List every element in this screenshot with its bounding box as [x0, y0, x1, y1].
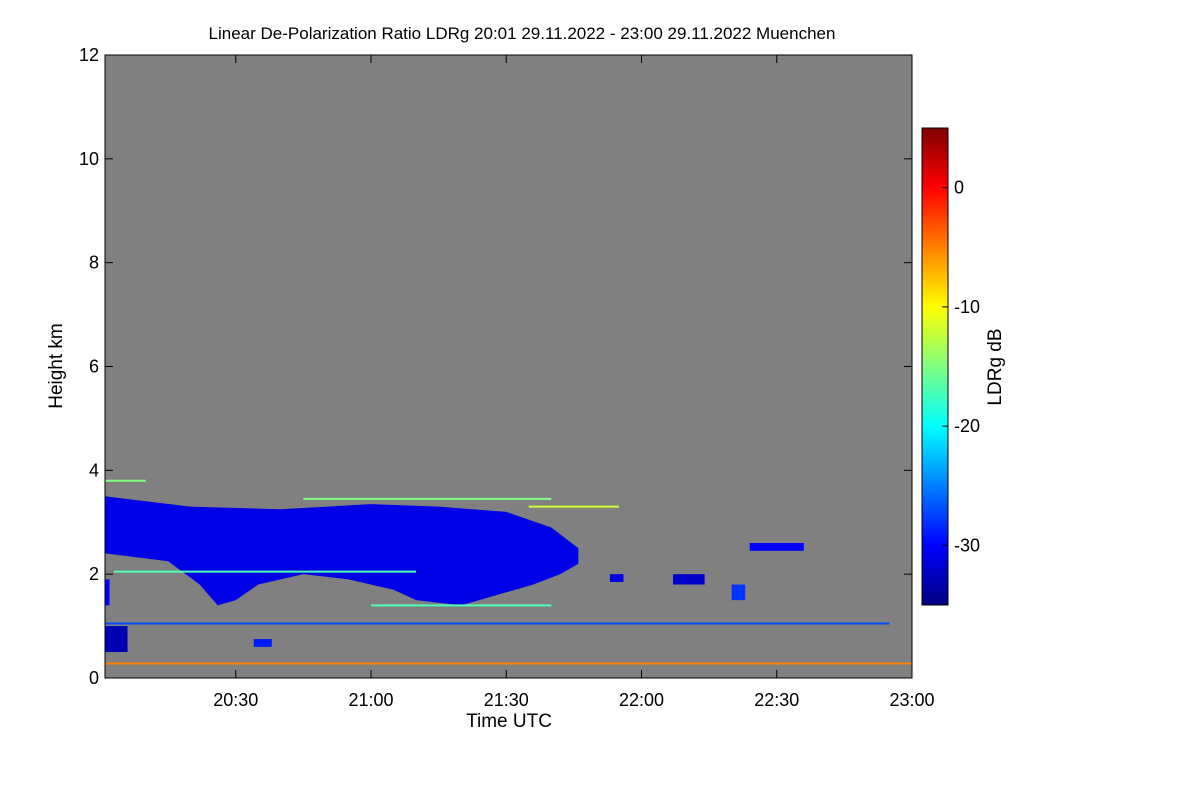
y-axis: 0 2 4 6 8 10 12	[79, 45, 912, 688]
y-tick-label: 12	[79, 45, 99, 65]
echo-patch	[749, 543, 804, 551]
y-tick-label: 8	[89, 253, 99, 273]
y-tick-label: 2	[89, 564, 99, 584]
x-tick-label: 21:00	[348, 690, 393, 710]
colorbar-tick-label: 0	[954, 178, 964, 198]
cloud-layer	[105, 496, 579, 606]
colorbar-tick-label: -10	[954, 297, 980, 317]
x-tick-label: 22:00	[619, 690, 664, 710]
echo-layer	[105, 479, 912, 665]
x-tick-label: 20:30	[213, 690, 258, 710]
y-tick-label: 0	[89, 668, 99, 688]
colorbar-tick-label: -20	[954, 416, 980, 436]
echo-patch	[105, 579, 110, 606]
y-axis-label: Height km	[46, 323, 67, 409]
x-tick-label: 23:00	[889, 690, 934, 710]
y-tick-label: 4	[89, 460, 99, 480]
colorbar: 0 -10 -20 -30 LDRg dB	[921, 127, 1006, 606]
y-tick-label: 10	[79, 149, 99, 169]
chart-title: Linear De-Polarization Ratio LDRg 20:01 …	[209, 24, 836, 43]
colorbar-ticks: 0 -10 -20 -30	[942, 178, 980, 555]
y-tick-label: 6	[89, 357, 99, 377]
echo-patch	[673, 574, 705, 585]
echo-patch	[731, 584, 746, 601]
x-axis-label: Time UTC	[466, 711, 552, 732]
echo-patch	[105, 626, 128, 653]
colorbar-scale	[921, 127, 949, 606]
echo-patch	[609, 574, 624, 582]
plot-area	[104, 54, 913, 679]
x-axis: 20:30 21:00 21:30 22:00 22:30 23:00	[213, 55, 935, 710]
x-tick-label: 22:30	[754, 690, 799, 710]
colorbar-tick-label: -30	[954, 535, 980, 555]
echo-patch	[253, 639, 272, 647]
x-tick-label: 21:30	[484, 690, 529, 710]
colorbar-label: LDRg dB	[985, 328, 1006, 405]
